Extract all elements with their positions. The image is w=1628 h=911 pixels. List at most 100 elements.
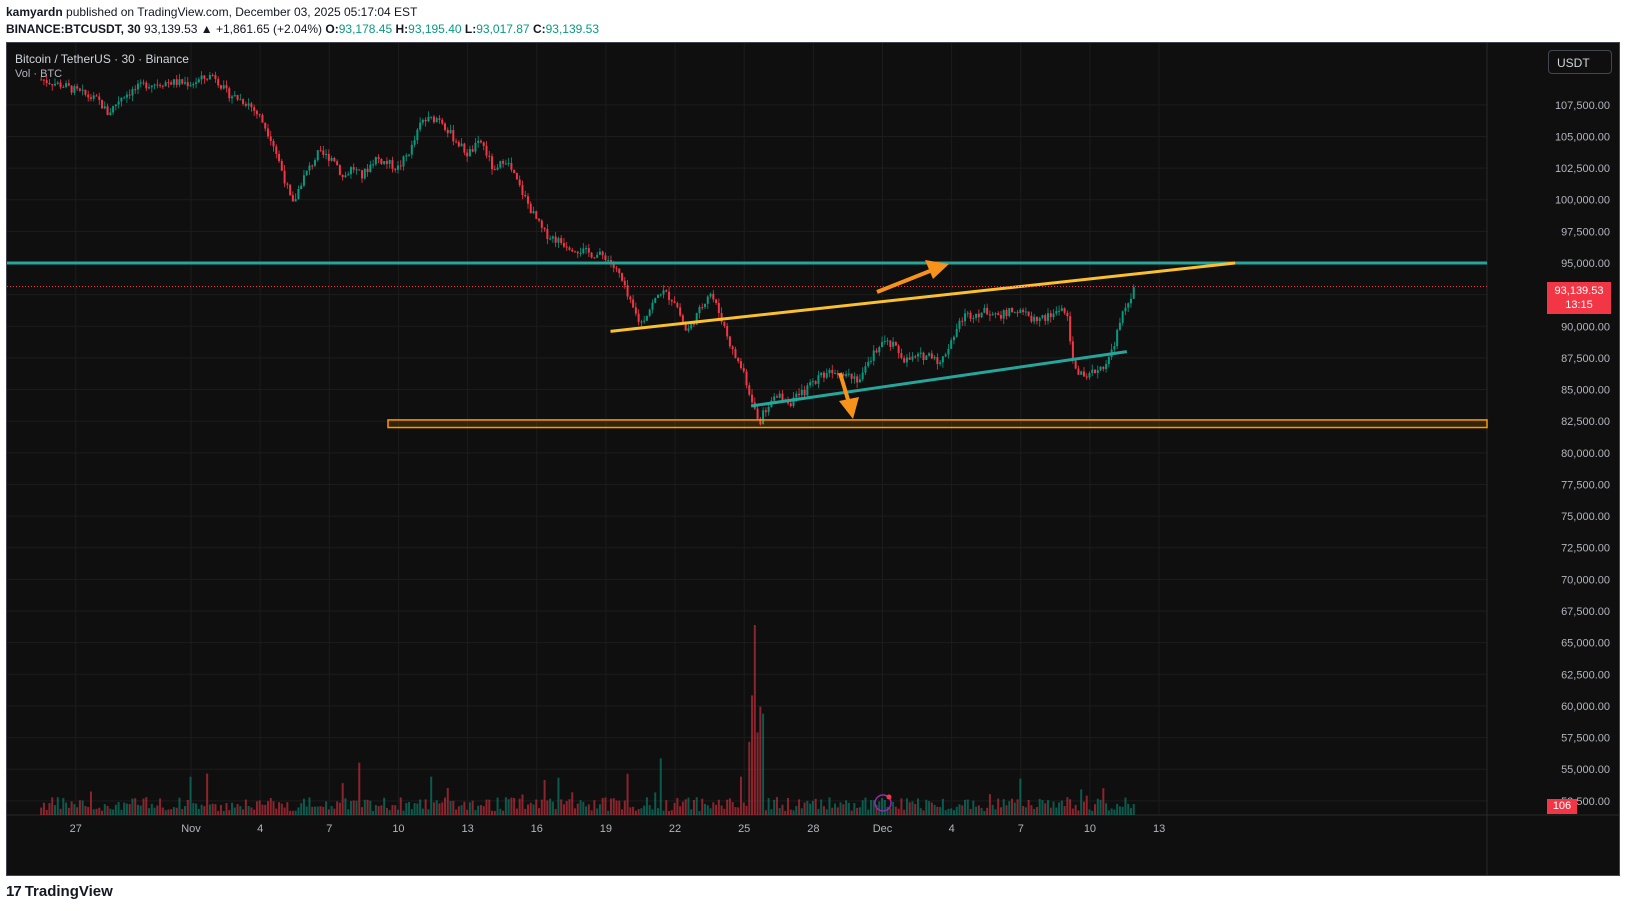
candle-body [67,83,70,86]
volume-bar [278,802,281,815]
candle-body [493,169,496,171]
tradingview-logo[interactable]: 17 TradingView [6,883,113,900]
volume-bar [875,804,878,815]
last-price-tag: 93,139.53 13:15 [1547,282,1611,314]
candle-body [632,299,635,308]
candle-body [936,357,939,364]
candle-body [1008,308,1011,317]
candle-body [239,99,242,101]
volume-bar [1102,788,1105,815]
volume-bar [156,805,159,815]
candle-body [557,238,560,243]
time-tick-label: 16 [531,823,543,835]
price-axis[interactable]: 107,500.00 105,000.00 102,500.00 100,000.00… [1555,100,1610,808]
candle-body [435,118,438,123]
candle-body [670,300,673,302]
volume-bar [1105,803,1108,815]
candle-body [593,257,596,259]
candle-body [120,97,123,102]
candle-body [867,361,870,367]
author-name[interactable]: kamyardn [6,5,63,19]
volume-bar [634,810,637,815]
volume-bar [557,777,560,815]
volume-bar [632,806,635,815]
volume-bar [529,802,532,815]
volume-bar [786,798,789,815]
price-tick-label: 107,500.00 [1555,100,1610,112]
candle-body [950,340,953,349]
volume-bar [1129,808,1132,815]
candle-body [684,322,687,331]
volume-bar [764,810,767,815]
open-value: 93,178.45 [338,22,393,36]
volume-bar [1038,798,1041,815]
volume-legend[interactable]: Vol · BTC [15,68,63,80]
candle-body [255,110,258,115]
volume-bar [889,808,892,815]
volume-bar [916,798,919,815]
volume-bar [535,799,538,815]
volume-bar [856,807,859,815]
candle-body [175,79,178,85]
volume-bar [184,806,187,815]
volume-bar [789,809,792,815]
volume-bar [897,808,900,815]
volume-bar [474,810,477,815]
volume-bar [341,783,344,815]
volume-bar [615,800,618,815]
volume-bar [1107,810,1110,815]
volume-bar [106,806,109,815]
volume-bar [206,773,209,815]
volume-bar [983,810,986,815]
candle-body [125,94,128,98]
candle-body [62,86,65,88]
chart-frame[interactable]: 107,500.00 105,000.00 102,500.00 100,000.00… [6,42,1620,876]
candle-body [1055,311,1058,314]
volume-bar [742,802,745,815]
candle-body [430,116,433,118]
volume-bar [1124,797,1127,815]
volume-bar [640,808,643,815]
candle-body [786,401,789,404]
volume-bar [549,798,552,815]
volume-bar [997,798,1000,815]
volume-bar [175,807,178,815]
candle-body [596,254,599,258]
volume-bar [491,810,494,815]
time-axis[interactable]: 27 Nov 4 7 10 13 16 19 22 25 28 Dec 4 7 10 13 [70,823,1166,835]
drawings[interactable] [7,260,1488,812]
volume-bar [878,801,881,815]
tradingview-logo-text: TradingView [24,883,113,900]
candle-body [388,160,391,164]
volume-bar [839,802,842,815]
candle-body [1038,317,1041,322]
candle-body [726,325,729,337]
candle-body [690,323,693,329]
price-chart[interactable]: 107,500.00 105,000.00 102,500.00 100,000.00… [7,43,1619,875]
volume-bar [969,808,972,815]
candle-body [189,85,192,87]
symbol-legend[interactable]: Bitcoin / TetherUS · 30 · Binance [15,52,189,66]
candle-body [314,160,317,166]
volume-bar [432,802,435,815]
candle-body [651,302,654,310]
volume-bar [867,809,870,815]
candle-body [1002,310,1005,319]
volume-bar [76,807,79,815]
volume-bar [872,800,875,815]
candle-body [695,313,698,325]
currency-selector[interactable]: USDT [1548,50,1612,74]
candle-body [916,353,919,357]
volume-bar [1041,800,1044,815]
candle-body [668,291,671,301]
candle-body [604,255,607,261]
candle-body [413,140,416,145]
candle-body [355,169,358,171]
candle-body [1035,316,1038,322]
volume-bar [847,802,850,815]
volume-bar [590,810,593,815]
candle-body [723,321,726,326]
volume-bar [881,798,884,815]
volume-bar [128,804,131,815]
price-tick-label: 77,500.00 [1561,479,1610,491]
